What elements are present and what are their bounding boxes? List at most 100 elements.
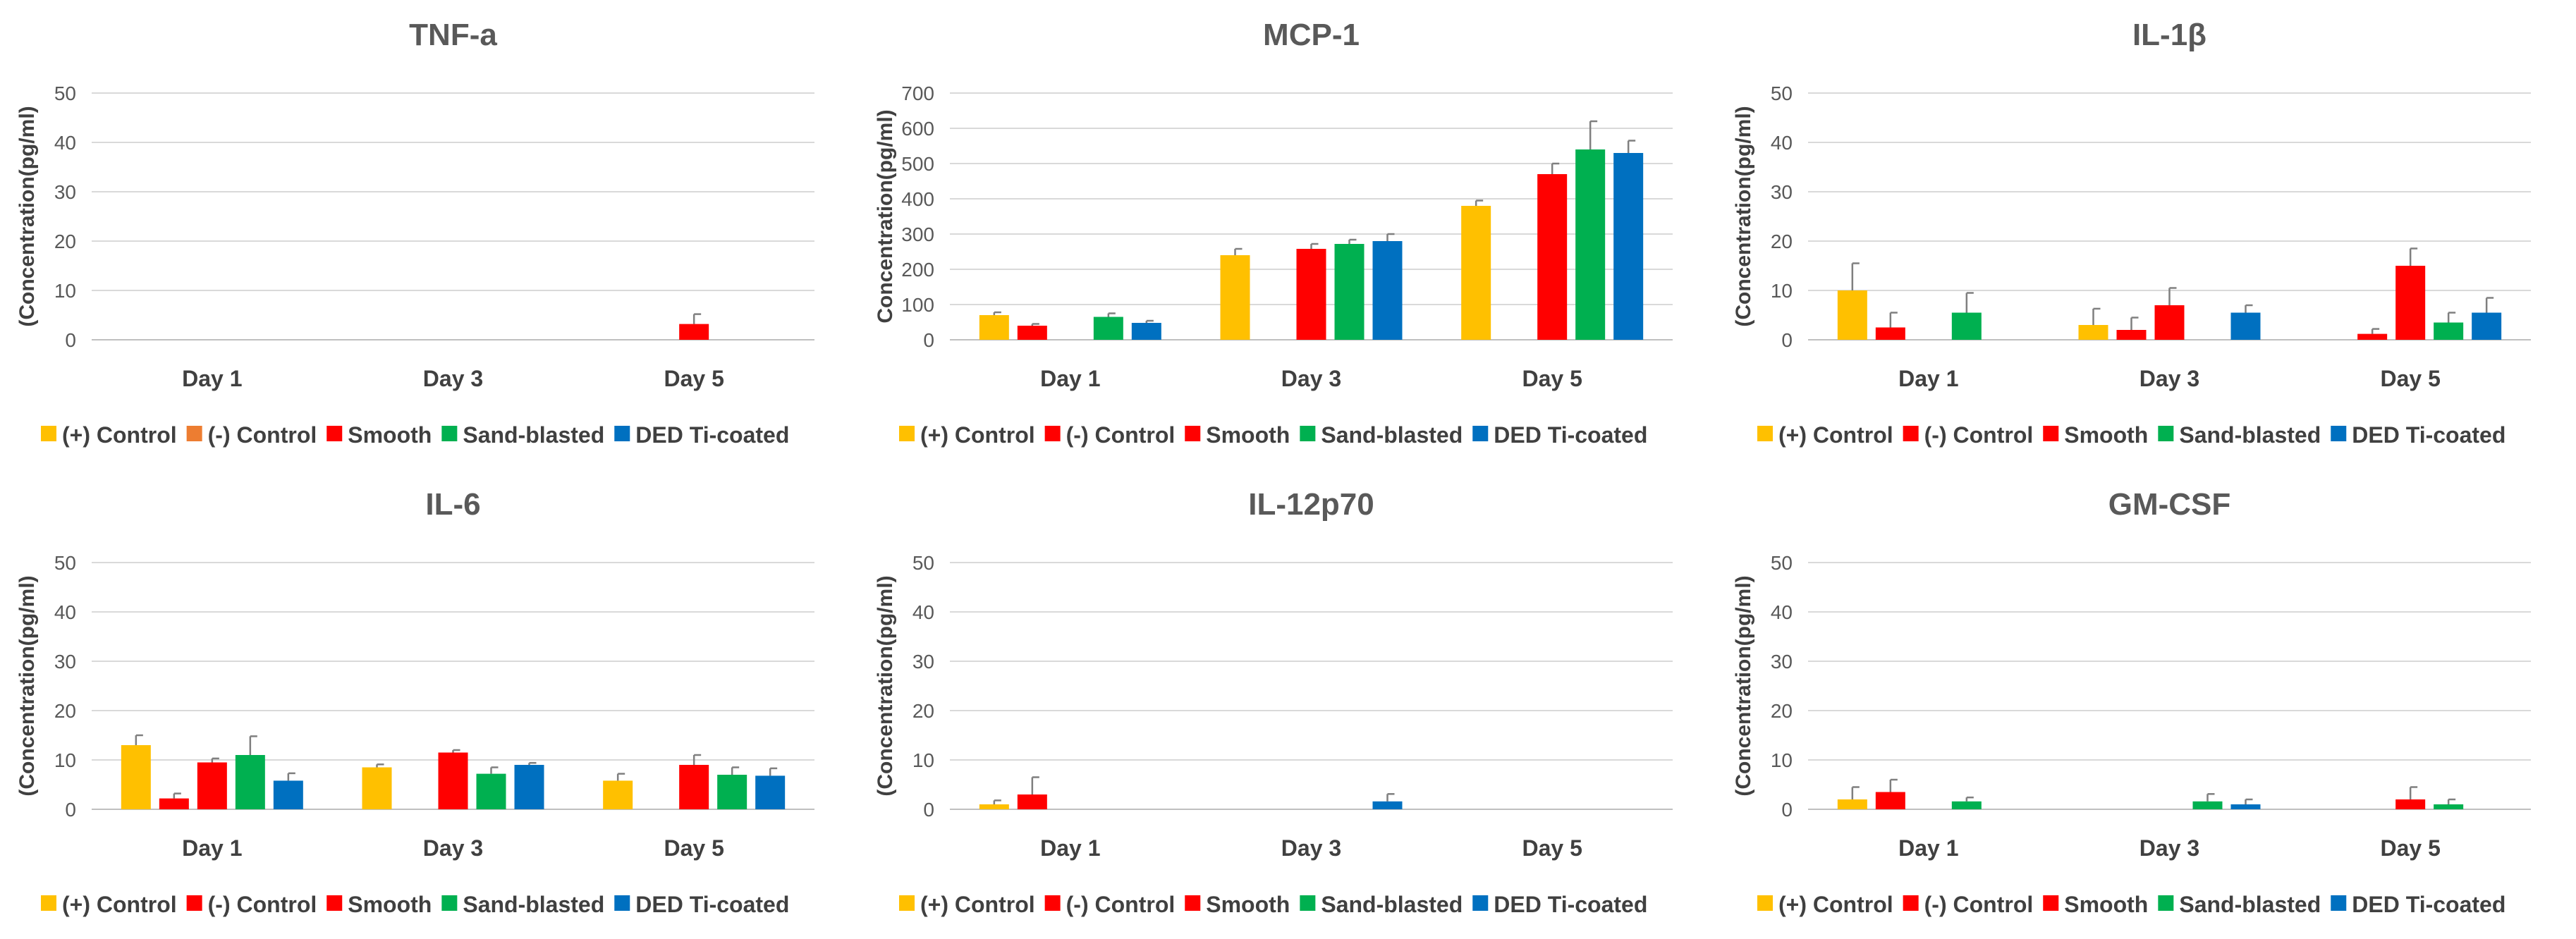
legend-item-control: (+) Control [1778, 422, 1893, 448]
legend-item-ded-ti-coated: DED Ti-coated [2352, 892, 2505, 917]
y-tick-label: 10 [912, 749, 934, 771]
legend-swatch [2158, 426, 2174, 441]
bar-control-day-1 [121, 745, 151, 809]
y-tick-label: 500 [901, 153, 934, 175]
y-axis-label: (Concentration(pg/ml) [16, 106, 39, 326]
legend-item-control: (+) Control [920, 422, 1035, 448]
bar-smooth-day-5 [1537, 174, 1568, 340]
legend: (+) Control (-) Control Smooth Sand-blasted… [899, 892, 1647, 917]
chart-title: MCP-1 [1263, 18, 1360, 52]
y-tick-label: 30 [54, 651, 76, 673]
legend-swatch [41, 895, 56, 911]
y-tick-label: 20 [912, 700, 934, 722]
legend-item-sand-blasted: Sand-blasted [463, 422, 604, 448]
legend-item-control: (-) Control [208, 892, 317, 917]
bar-sand-blasted-day-3 [476, 773, 506, 809]
legend-swatch [1185, 895, 1201, 911]
y-tick-label: 30 [54, 181, 76, 203]
chart-il-1: IL-1β (Concentration(pg/ml) 0 10 20 30 40 50 Day… [1732, 18, 2531, 448]
legend: (+) Control (-) Control Smooth Sand-blasted… [899, 422, 1647, 448]
y-tick-label: 40 [54, 132, 76, 154]
legend: (+) Control (-) Control Smooth Sand-blasted… [1757, 892, 2505, 917]
bar-sand-blasted-day-3 [1334, 244, 1365, 340]
x-tick-label: Day 3 [423, 835, 483, 861]
legend-swatch [1300, 426, 1316, 441]
bar-sand-blasted-day-3 [2192, 801, 2223, 809]
x-tick-label: Day 1 [1040, 835, 1100, 861]
legend-swatch [41, 426, 56, 441]
legend: (+) Control (-) Control Smooth Sand-blasted… [1757, 422, 2505, 448]
y-tick-label: 20 [54, 231, 76, 252]
bar-control-day-3 [2116, 330, 2147, 340]
legend-swatch [2331, 426, 2347, 441]
chart-title: IL-6 [425, 487, 480, 522]
bar-sand-blasted-day-1 [1951, 801, 1982, 809]
legend-swatch [441, 426, 458, 441]
bar-sand-blasted-day-5 [1575, 149, 1606, 340]
legend-swatch [899, 895, 915, 911]
y-tick-label: 200 [901, 259, 934, 281]
legend-item-control: (+) Control [62, 422, 177, 448]
y-tick-label: 600 [901, 118, 934, 140]
bar-sand-blasted-day-5 [2434, 804, 2464, 809]
y-tick-label: 100 [901, 294, 934, 316]
legend-swatch [2043, 895, 2059, 911]
y-tick-label: 40 [1771, 601, 1793, 623]
x-tick-label: Day 1 [1898, 366, 1958, 391]
legend-swatch [1903, 895, 1919, 911]
bar-control-day-3 [362, 767, 392, 809]
legend-item-smooth: Smooth [2064, 422, 2148, 448]
y-tick-label: 300 [901, 223, 934, 245]
y-tick-label: 0 [65, 329, 76, 351]
chart-title: GM-CSF [2108, 487, 2231, 522]
legend-item-control: (+) Control [1778, 892, 1893, 917]
legend-swatch [1472, 426, 1489, 441]
legend-swatch [2331, 895, 2347, 911]
legend-swatch [1044, 426, 1061, 441]
bar-smooth-day-5 [2395, 266, 2426, 340]
x-tick-label: Day 1 [1898, 835, 1958, 861]
legend-item-smooth: Smooth [348, 422, 432, 448]
chart-title: TNF-a [409, 18, 497, 52]
bar-sand-blasted-day-1 [1951, 312, 1982, 340]
legend-item-control: (-) Control [1066, 892, 1176, 917]
bar-control-day-5 [1461, 206, 1491, 340]
legend: (+) Control (-) Control Smooth Sand-blasted… [41, 892, 789, 917]
y-tick-label: 10 [54, 749, 76, 771]
bar-control-day-5 [2357, 333, 2388, 340]
x-tick-label: Day 1 [1040, 366, 1100, 391]
bar-smooth-day-3 [2154, 305, 2185, 340]
chart-il-6: IL-6 (Concentration(pg/ml) 0 10 20 30 40 50 Day … [16, 487, 814, 917]
legend-item-ded-ti-coated: DED Ti-coated [635, 892, 789, 917]
legend-item-sand-blasted: Sand-blasted [1321, 892, 1463, 917]
legend-swatch [1044, 895, 1061, 911]
y-tick-label: 40 [1771, 132, 1793, 154]
legend-swatch [1472, 895, 1489, 911]
y-axis-label: (Concentration(pg/ml) [1732, 106, 1755, 326]
y-tick-label: 20 [1771, 700, 1793, 722]
legend-item-smooth: Smooth [2064, 892, 2148, 917]
legend-item-control: (+) Control [920, 892, 1035, 917]
legend-swatch [326, 426, 343, 441]
y-axis-label: (Concentration(pg/ml) [16, 575, 39, 796]
legend-swatch [186, 895, 202, 911]
bar-control-day-5 [603, 780, 633, 809]
chart-mcp-1: MCP-1 Concentration(pg/ml) 0 100 200 300 400 50… [874, 18, 1673, 448]
y-tick-label: 50 [54, 82, 76, 104]
chart-title: IL-1β [2132, 18, 2206, 52]
x-tick-label: Day 5 [2380, 366, 2440, 391]
bar-ded-ti-coated-day-5 [1613, 153, 1644, 340]
y-tick-label: 10 [1771, 749, 1793, 771]
bar-smooth-day-5 [2395, 799, 2426, 809]
x-tick-label: Day 3 [423, 366, 483, 391]
bar-control-day-1 [1875, 792, 1905, 809]
bar-control-day-1 [1837, 290, 1867, 340]
y-tick-label: 50 [912, 552, 934, 574]
y-tick-label: 50 [54, 552, 76, 574]
legend-swatch [2043, 426, 2059, 441]
legend-item-smooth: Smooth [1206, 422, 1290, 448]
bar-sand-blasted-day-1 [235, 755, 265, 809]
legend-item-ded-ti-coated: DED Ti-coated [1494, 422, 1647, 448]
legend-swatch [614, 426, 630, 441]
bar-control-day-1 [1837, 799, 1867, 809]
